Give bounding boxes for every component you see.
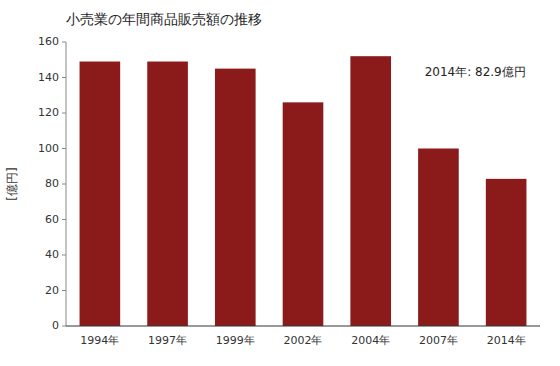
y-tick-label: 80 (45, 177, 59, 190)
bar (283, 102, 324, 326)
bar (486, 179, 527, 326)
y-tick-label: 40 (45, 248, 59, 261)
chart: 0 20 40 60 80 100 120 140 160 [億円] 1994年 1997年 1999年… (0, 0, 560, 366)
y-tick-label: 100 (38, 142, 59, 155)
y-tick-label: 0 (52, 319, 59, 332)
y-tick-label: 60 (45, 213, 59, 226)
x-tick-label: 2002年 (284, 334, 323, 347)
y-tick (62, 219, 66, 220)
chart-container: 0 20 40 60 80 100 120 140 160 [億円] 1994年 1997年 1999年… (0, 0, 560, 366)
y-axis-label: [億円] (5, 167, 19, 200)
x-tick-label: 1997年 (148, 334, 187, 347)
y-tick (62, 290, 66, 291)
x-tick-label: 2014年 (487, 334, 526, 347)
y-tick (62, 148, 66, 149)
x-tick-label: 1994年 (80, 334, 119, 347)
y-tick (62, 113, 66, 114)
y-axis: 0 20 40 60 80 100 120 140 160 [億円] (5, 35, 66, 332)
bars (80, 56, 527, 326)
y-tick (62, 77, 66, 78)
x-tick-label: 2007年 (419, 334, 458, 347)
y-tick-label: 120 (38, 106, 59, 119)
bar (147, 62, 188, 326)
bar (418, 149, 459, 327)
y-tick (62, 255, 66, 256)
y-tick (62, 184, 66, 185)
y-tick-label: 20 (45, 284, 59, 297)
bar (350, 56, 391, 326)
bar (80, 62, 121, 326)
y-tick-label: 140 (38, 71, 59, 84)
annotation: 2014年: 82.9億円 (425, 65, 526, 79)
title: 小売業の年間商品販売額の推移 (66, 11, 262, 27)
x-axis: 1994年 1997年 1999年 2002年 2004年 2007年 2014年 (66, 326, 540, 347)
y-tick-label: 160 (38, 35, 59, 48)
x-axis-line (66, 326, 540, 327)
y-tick (62, 42, 66, 43)
bar (215, 69, 256, 326)
y-tick (62, 326, 66, 327)
x-tick-label: 1999年 (216, 334, 255, 347)
x-tick-label: 2004年 (351, 334, 390, 347)
